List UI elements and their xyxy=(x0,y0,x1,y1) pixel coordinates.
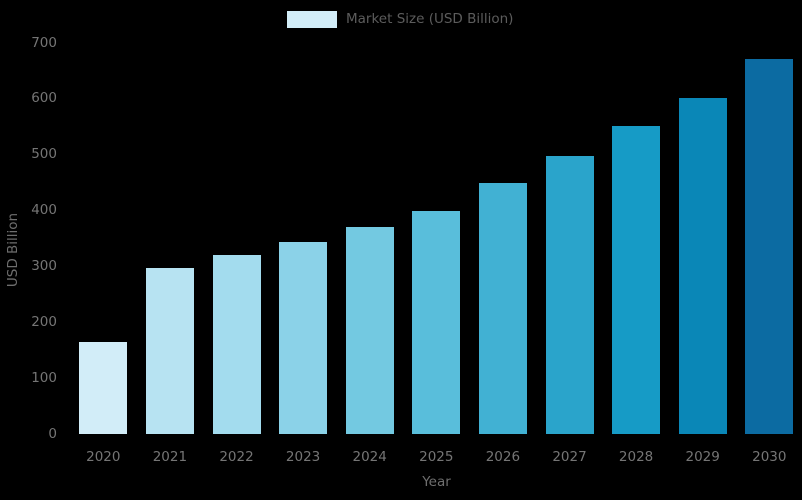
bar-2030 xyxy=(745,59,794,434)
y-tick-label: 400 xyxy=(31,202,57,219)
x-tick-label: 2021 xyxy=(152,449,188,465)
x-tick-label: 2027 xyxy=(552,449,587,465)
x-axis-title: Year xyxy=(422,474,451,490)
bar-2024 xyxy=(345,227,394,434)
x-tick-label: 2028 xyxy=(618,449,654,465)
y-tick-label: 0 xyxy=(48,426,57,442)
x-tick-label: 2029 xyxy=(685,449,720,465)
bar-2028 xyxy=(612,126,661,434)
bar-2025 xyxy=(412,211,461,434)
bar-2026 xyxy=(478,183,527,434)
bar-2023 xyxy=(279,242,328,434)
x-tick-label: 2025 xyxy=(419,449,454,465)
x-tick-label: 2023 xyxy=(285,449,321,465)
bar-2020 xyxy=(79,341,128,434)
bar-2027 xyxy=(545,156,594,434)
y-tick-label: 500 xyxy=(31,146,57,163)
x-tick-label: 2030 xyxy=(752,449,787,465)
y-tick-label: 100 xyxy=(31,370,57,387)
bar-2022 xyxy=(212,255,261,434)
x-tick-label: 2026 xyxy=(485,449,521,465)
legend-label: Market Size (USD Billion) xyxy=(346,10,514,27)
x-tick-label: 2022 xyxy=(219,449,254,465)
legend: Market Size (USD Billion) xyxy=(287,10,513,28)
y-tick-label: 700 xyxy=(31,34,57,51)
bar-2029 xyxy=(678,98,727,434)
y-tick-label: 300 xyxy=(31,258,57,275)
x-tick-label: 2024 xyxy=(352,449,387,465)
bar-2021 xyxy=(145,267,194,434)
legend-swatch xyxy=(287,10,337,28)
y-tick-label: 200 xyxy=(31,314,57,331)
y-axis-title: USD Billion xyxy=(5,212,21,288)
y-tick-label: 600 xyxy=(31,90,57,107)
x-tick-label: 2020 xyxy=(86,449,121,465)
